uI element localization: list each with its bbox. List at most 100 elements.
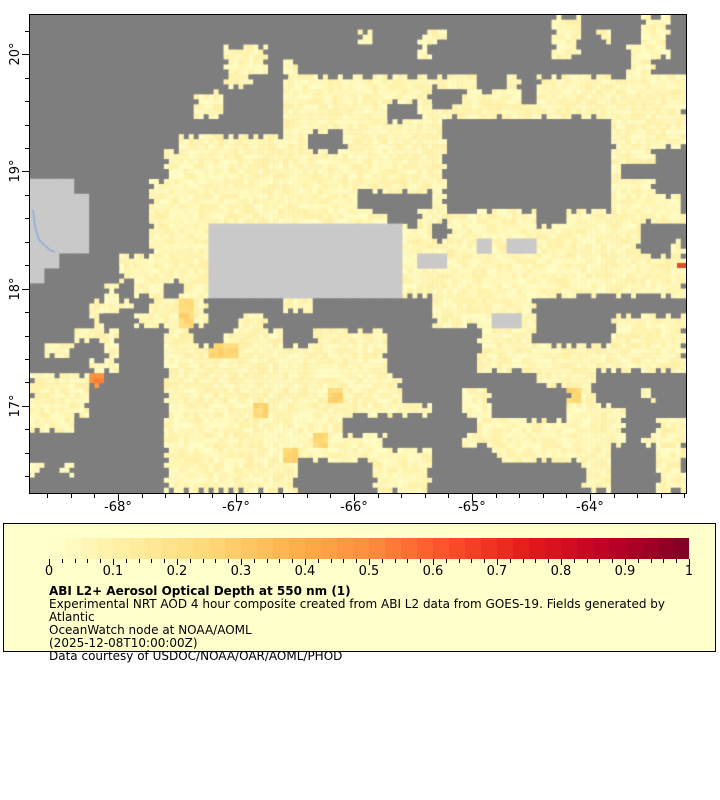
legend-description-line1: Experimental NRT AOD 4 hour composite cr… (49, 597, 665, 624)
y-major-tick (22, 405, 29, 407)
colorbar-major-tick (369, 559, 370, 565)
colorbar-major-tick (177, 559, 178, 565)
colorbar-minor-tick (458, 559, 460, 563)
colorbar-segment (353, 538, 369, 559)
y-minor-tick (25, 265, 29, 267)
colorbar-minor-tick (612, 559, 614, 563)
colorbar-segment (641, 538, 657, 559)
colorbar-minor-tick (253, 559, 255, 563)
colorbar-minor-tick (151, 559, 153, 563)
colorbar-segment (513, 538, 529, 559)
x-minor-tick (542, 494, 544, 498)
x-major-tick (235, 494, 237, 501)
x-major-tick (589, 494, 591, 501)
colorbar-minor-tick (586, 559, 588, 563)
colorbar-tick-label: 0.9 (614, 564, 636, 579)
colorbar-minor-tick (343, 559, 345, 563)
y-tick-label: 17° (8, 394, 23, 418)
colorbar-tick-label: 0.1 (102, 564, 124, 579)
colorbar-minor-tick (74, 559, 76, 563)
colorbar-minor-tick (215, 559, 217, 563)
colorbar-minor-tick (663, 559, 665, 563)
colorbar-minor-tick (317, 559, 319, 563)
x-tick-label: -64° (576, 500, 604, 515)
y-tick-label: 18° (8, 277, 23, 301)
x-minor-tick (684, 494, 686, 498)
colorbar-minor-tick (509, 559, 511, 563)
colorbar-segment (177, 538, 193, 559)
x-tick-label: -65° (458, 500, 486, 515)
y-minor-tick (25, 101, 29, 103)
legend-timestamp: (2025-12-08T10:00:00Z) (49, 636, 198, 650)
aod-raster-canvas (30, 15, 686, 493)
colorbar-tick-label: 0.3 (230, 564, 252, 579)
x-minor-tick (94, 494, 96, 498)
x-minor-tick (377, 494, 379, 498)
x-major-tick (471, 494, 473, 501)
x-tick-label: -66° (340, 500, 368, 515)
colorbar-segment (657, 538, 673, 559)
colorbar-minor-tick (407, 559, 409, 563)
colorbar-minor-tick (292, 559, 294, 563)
colorbar-segment (561, 538, 577, 559)
colorbar-tick-label: 0.6 (422, 564, 444, 579)
colorbar-segment (225, 538, 241, 559)
colorbar-tick-label: 1 (684, 564, 694, 579)
colorbar-minor-tick (125, 559, 127, 563)
x-minor-tick (330, 494, 332, 498)
colorbar-segment (49, 538, 65, 559)
colorbar-segment (321, 538, 337, 559)
colorbar-minor-tick (87, 559, 89, 563)
x-minor-tick (70, 494, 72, 498)
x-minor-tick (519, 494, 521, 498)
colorbar-minor-tick (356, 559, 358, 563)
y-minor-tick (25, 335, 29, 337)
colorbar-segment (289, 538, 305, 559)
x-tick-label: -68° (104, 500, 132, 515)
x-minor-tick (47, 494, 49, 498)
colorbar-segment (241, 538, 257, 559)
colorbar-segment (593, 538, 609, 559)
colorbar-tick-label: 0.7 (486, 564, 508, 579)
colorbar-minor-tick (394, 559, 396, 563)
colorbar-minor-tick (420, 559, 422, 563)
x-minor-tick (495, 494, 497, 498)
colorbar-minor-tick (164, 559, 166, 563)
colorbar-segment (113, 538, 129, 559)
colorbar-minor-tick (381, 559, 383, 563)
colorbar-major-tick (561, 559, 562, 565)
colorbar-segment (625, 538, 641, 559)
x-minor-tick (259, 494, 261, 498)
y-major-tick (22, 171, 29, 173)
colorbar-segment (433, 538, 449, 559)
colorbar-major-tick (689, 559, 690, 565)
colorbar-tick-label: 0.2 (166, 564, 188, 579)
colorbar-segment (385, 538, 401, 559)
y-tick-label: 19° (8, 159, 23, 184)
map-plot-area (29, 14, 687, 494)
x-minor-tick (212, 494, 214, 498)
colorbar-segment (609, 538, 625, 559)
y-minor-tick (25, 429, 29, 431)
colorbar-minor-tick (61, 559, 63, 563)
colorbar-major-tick (113, 559, 114, 565)
x-major-tick (117, 494, 119, 501)
colorbar-minor-tick (650, 559, 652, 563)
y-minor-tick (25, 77, 29, 79)
y-minor-tick (25, 476, 29, 478)
y-tick-label: 20° (8, 42, 23, 66)
x-minor-tick (566, 494, 568, 498)
colorbar-segment (161, 538, 177, 559)
colorbar (49, 538, 689, 559)
x-minor-tick (448, 494, 450, 498)
y-minor-tick (25, 382, 29, 384)
x-minor-tick (188, 494, 190, 498)
y-minor-tick (25, 30, 29, 32)
colorbar-segment (529, 538, 545, 559)
y-minor-tick (25, 358, 29, 360)
colorbar-minor-tick (484, 559, 486, 563)
x-minor-tick (283, 494, 285, 498)
colorbar-segment (481, 538, 497, 559)
colorbar-tick-label: 0.4 (294, 564, 316, 579)
